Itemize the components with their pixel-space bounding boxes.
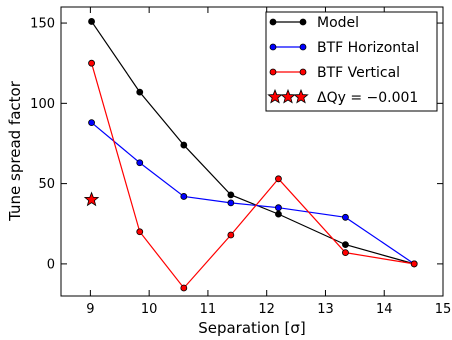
x-axis-label: Separation [σ] (198, 319, 306, 337)
data-point (227, 231, 235, 239)
data-point (275, 210, 282, 218)
series-btf-horizontal (88, 119, 418, 268)
data-point (180, 141, 188, 149)
x-tick-label: 11 (200, 302, 217, 317)
legend-entry: BTF Horizontal (269, 40, 419, 56)
x-tick-label: 12 (258, 302, 275, 317)
legend-marker (299, 43, 307, 51)
data-point (88, 119, 95, 126)
data-point (275, 175, 282, 183)
x-tick-label: 15 (435, 302, 452, 317)
legend-marker (269, 18, 277, 26)
series-layer (83, 18, 418, 292)
data-point (180, 284, 188, 292)
data-point (136, 228, 144, 236)
y-tick-label: 50 (38, 177, 55, 192)
series-line (91, 122, 415, 265)
legend-entry: ΔQy = −0.001 (267, 88, 418, 106)
data-point (342, 249, 349, 257)
x-tick-label: 13 (317, 302, 334, 317)
y-tick-label: 0 (47, 257, 55, 272)
data-point (342, 213, 349, 221)
data-point (136, 159, 144, 167)
series-btf-vertical (88, 59, 418, 292)
legend-marker (269, 43, 277, 51)
legend-star-marker (293, 88, 309, 104)
data-point (227, 199, 235, 207)
data-point (136, 88, 144, 96)
y-axis-label: Tune spread factor (6, 80, 24, 222)
legend-label: Model (317, 15, 359, 31)
legend-star-marker (280, 88, 296, 104)
data-point (227, 191, 235, 199)
y-tick-label: 100 (30, 97, 55, 112)
legend-entry: BTF Vertical (269, 65, 400, 81)
legend-marker (299, 68, 307, 76)
data-point (180, 193, 188, 200)
y-axis: 0 50 100 150 (30, 17, 443, 272)
legend-label: ΔQy = −0.001 (317, 90, 418, 106)
y-tick-label: 150 (30, 17, 55, 32)
data-point (275, 204, 282, 212)
legend-marker (299, 18, 307, 26)
data-point (88, 59, 95, 67)
star-marker (83, 191, 100, 207)
series-qy-0-001 (83, 191, 100, 207)
legend-label: BTF Horizontal (317, 40, 419, 56)
legend-label: BTF Vertical (317, 65, 400, 81)
legend-marker (269, 68, 277, 76)
data-point (88, 18, 95, 25)
x-tick-label: 9 (86, 302, 94, 317)
x-axis: 9 10 11 12 13 14 15 (86, 7, 451, 317)
legend-entry: Model (269, 15, 359, 31)
x-tick-label: 10 (141, 302, 158, 317)
plot-frame (60, 6, 444, 297)
legend: Model BTF Horizontal BTF Vertical ΔQy = −0.… (265, 11, 438, 112)
legend-star-marker (267, 88, 283, 104)
data-point (342, 241, 349, 249)
x-tick-label: 14 (376, 302, 393, 317)
data-point (410, 260, 418, 268)
